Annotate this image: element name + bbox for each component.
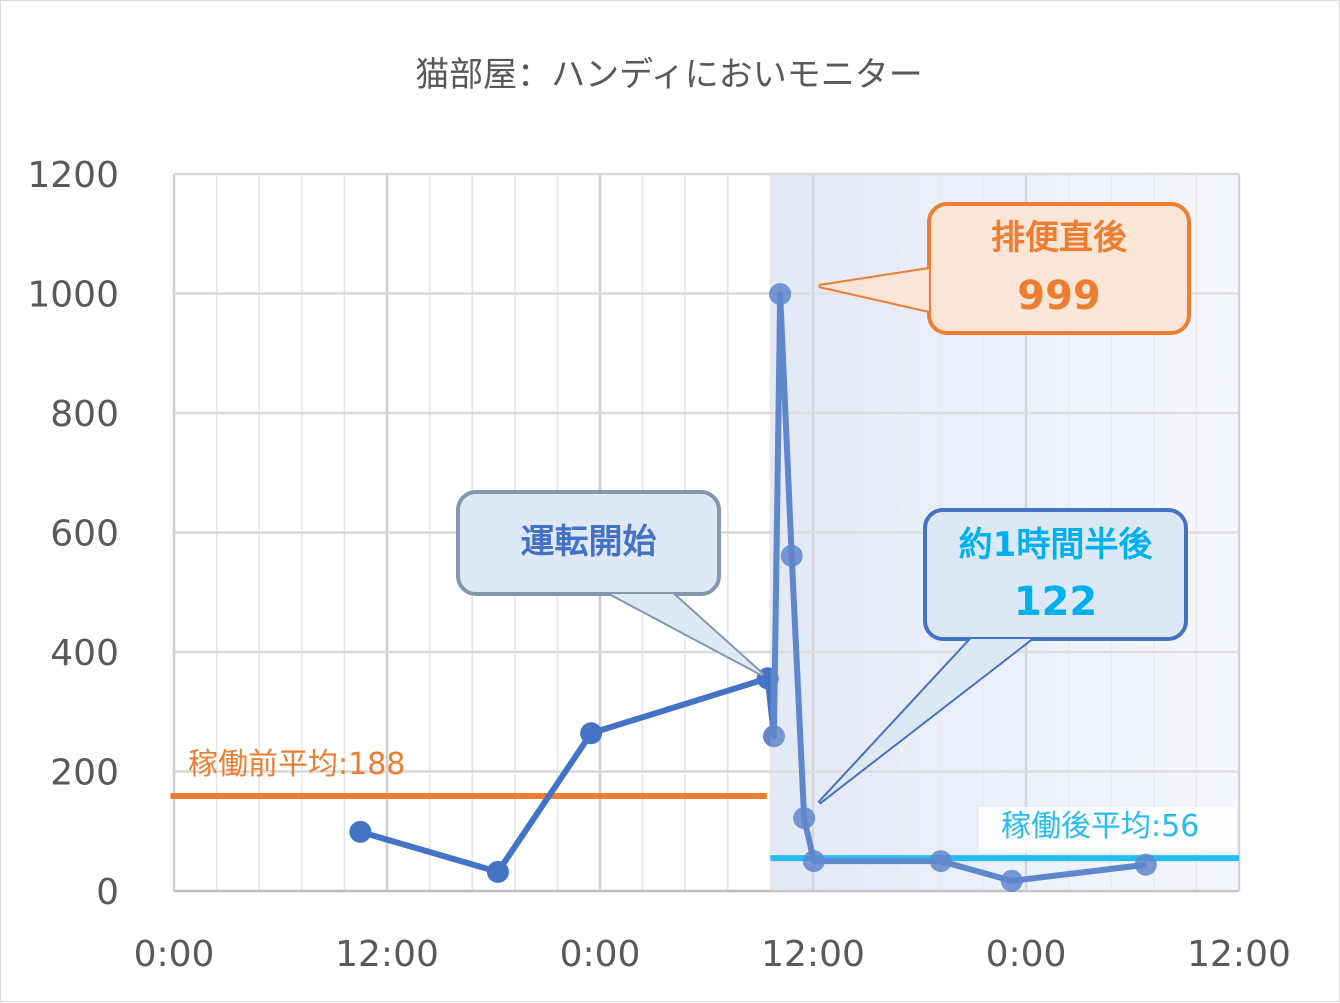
data-point <box>580 722 603 745</box>
data-point <box>780 544 803 567</box>
y-tick-label: 800 <box>50 394 119 435</box>
average-label: 稼働後平均:56 <box>1001 809 1199 844</box>
data-point <box>1134 853 1157 876</box>
data-point <box>929 850 952 873</box>
y-tick-label: 400 <box>50 633 119 674</box>
data-point <box>802 850 825 873</box>
callout-box <box>456 490 721 596</box>
callout-pointer-fill <box>611 594 763 675</box>
data-point <box>762 725 785 748</box>
callout-label: 運転開始 <box>521 522 657 562</box>
x-tick-label: 0:00 <box>134 934 215 975</box>
x-tick-label: 0:00 <box>560 934 641 975</box>
y-tick-label: 600 <box>50 514 119 555</box>
chart-title: 猫部屋：ハンディにおいモニター <box>415 55 923 95</box>
data-point <box>793 807 816 830</box>
data-point <box>349 820 372 843</box>
callout-pointer-fill <box>819 639 1031 803</box>
callout-label: 排便直後 <box>991 218 1128 258</box>
average-label: 稼働前平均:188 <box>188 747 405 782</box>
y-tick-label: 1000 <box>27 275 119 316</box>
callout-value: 999 <box>1017 273 1101 319</box>
data-point <box>1000 869 1023 892</box>
data-point <box>486 860 509 883</box>
y-tick-label: 200 <box>50 753 119 794</box>
series-line <box>359 291 1147 884</box>
x-tick-label: 0:00 <box>986 934 1067 975</box>
callout-value: 122 <box>1014 579 1098 625</box>
x-tick-label: 12:00 <box>335 934 439 975</box>
callout-label: 約1時間半後 <box>959 525 1154 565</box>
callout-pointer-fill <box>819 269 929 311</box>
callout-box <box>927 202 1191 335</box>
x-tick-label: 12:00 <box>1187 934 1291 975</box>
data-point <box>769 283 792 306</box>
average-label-bg <box>979 807 1235 853</box>
x-tick-label: 12:00 <box>761 934 865 975</box>
y-tick-label: 1200 <box>27 155 119 196</box>
y-tick-label: 0 <box>96 872 119 913</box>
callout-box <box>923 508 1188 641</box>
